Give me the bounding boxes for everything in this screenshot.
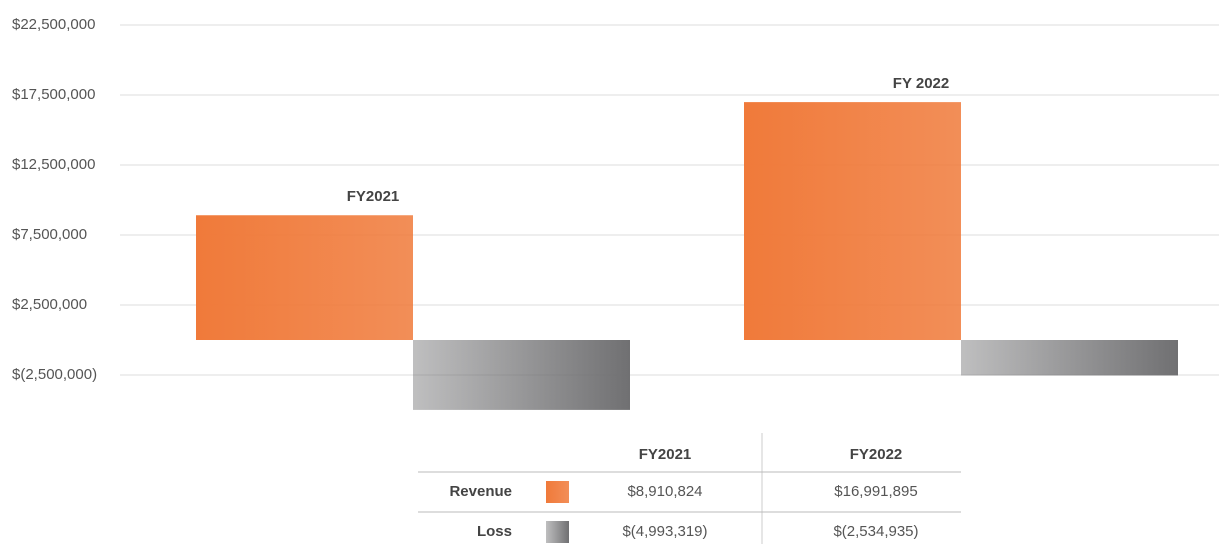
table-header: FY2022 [850,446,903,463]
bar [196,215,413,340]
table-cell: $(4,993,319) [622,523,707,540]
table-cell: $8,910,824 [627,483,702,500]
y-tick-label: $12,500,000 [12,156,95,173]
table-cell: $(2,534,935) [833,523,918,540]
bar [744,102,961,340]
table-cell: $16,991,895 [834,483,917,500]
bar-annotation: FY2021 [347,188,400,205]
y-tick-label: $7,500,000 [12,226,87,243]
chart: FY2021 FY2022 $(2,500,000) $2,500,000 $7,5… [0,0,1219,544]
y-tick-label: $2,500,000 [12,296,87,313]
bar [413,340,630,410]
bar [961,340,1178,375]
legend-label: Loss [477,523,512,540]
y-tick-label: $22,500,000 [12,16,95,33]
legend-label: Revenue [449,483,512,500]
legend-swatch [546,481,569,503]
y-tick-label: $(2,500,000) [12,366,97,383]
legend-swatch [546,521,569,543]
bar-annotation: FY 2022 [893,75,949,92]
table-header: FY2021 [639,446,692,463]
y-tick-label: $17,500,000 [12,86,95,103]
